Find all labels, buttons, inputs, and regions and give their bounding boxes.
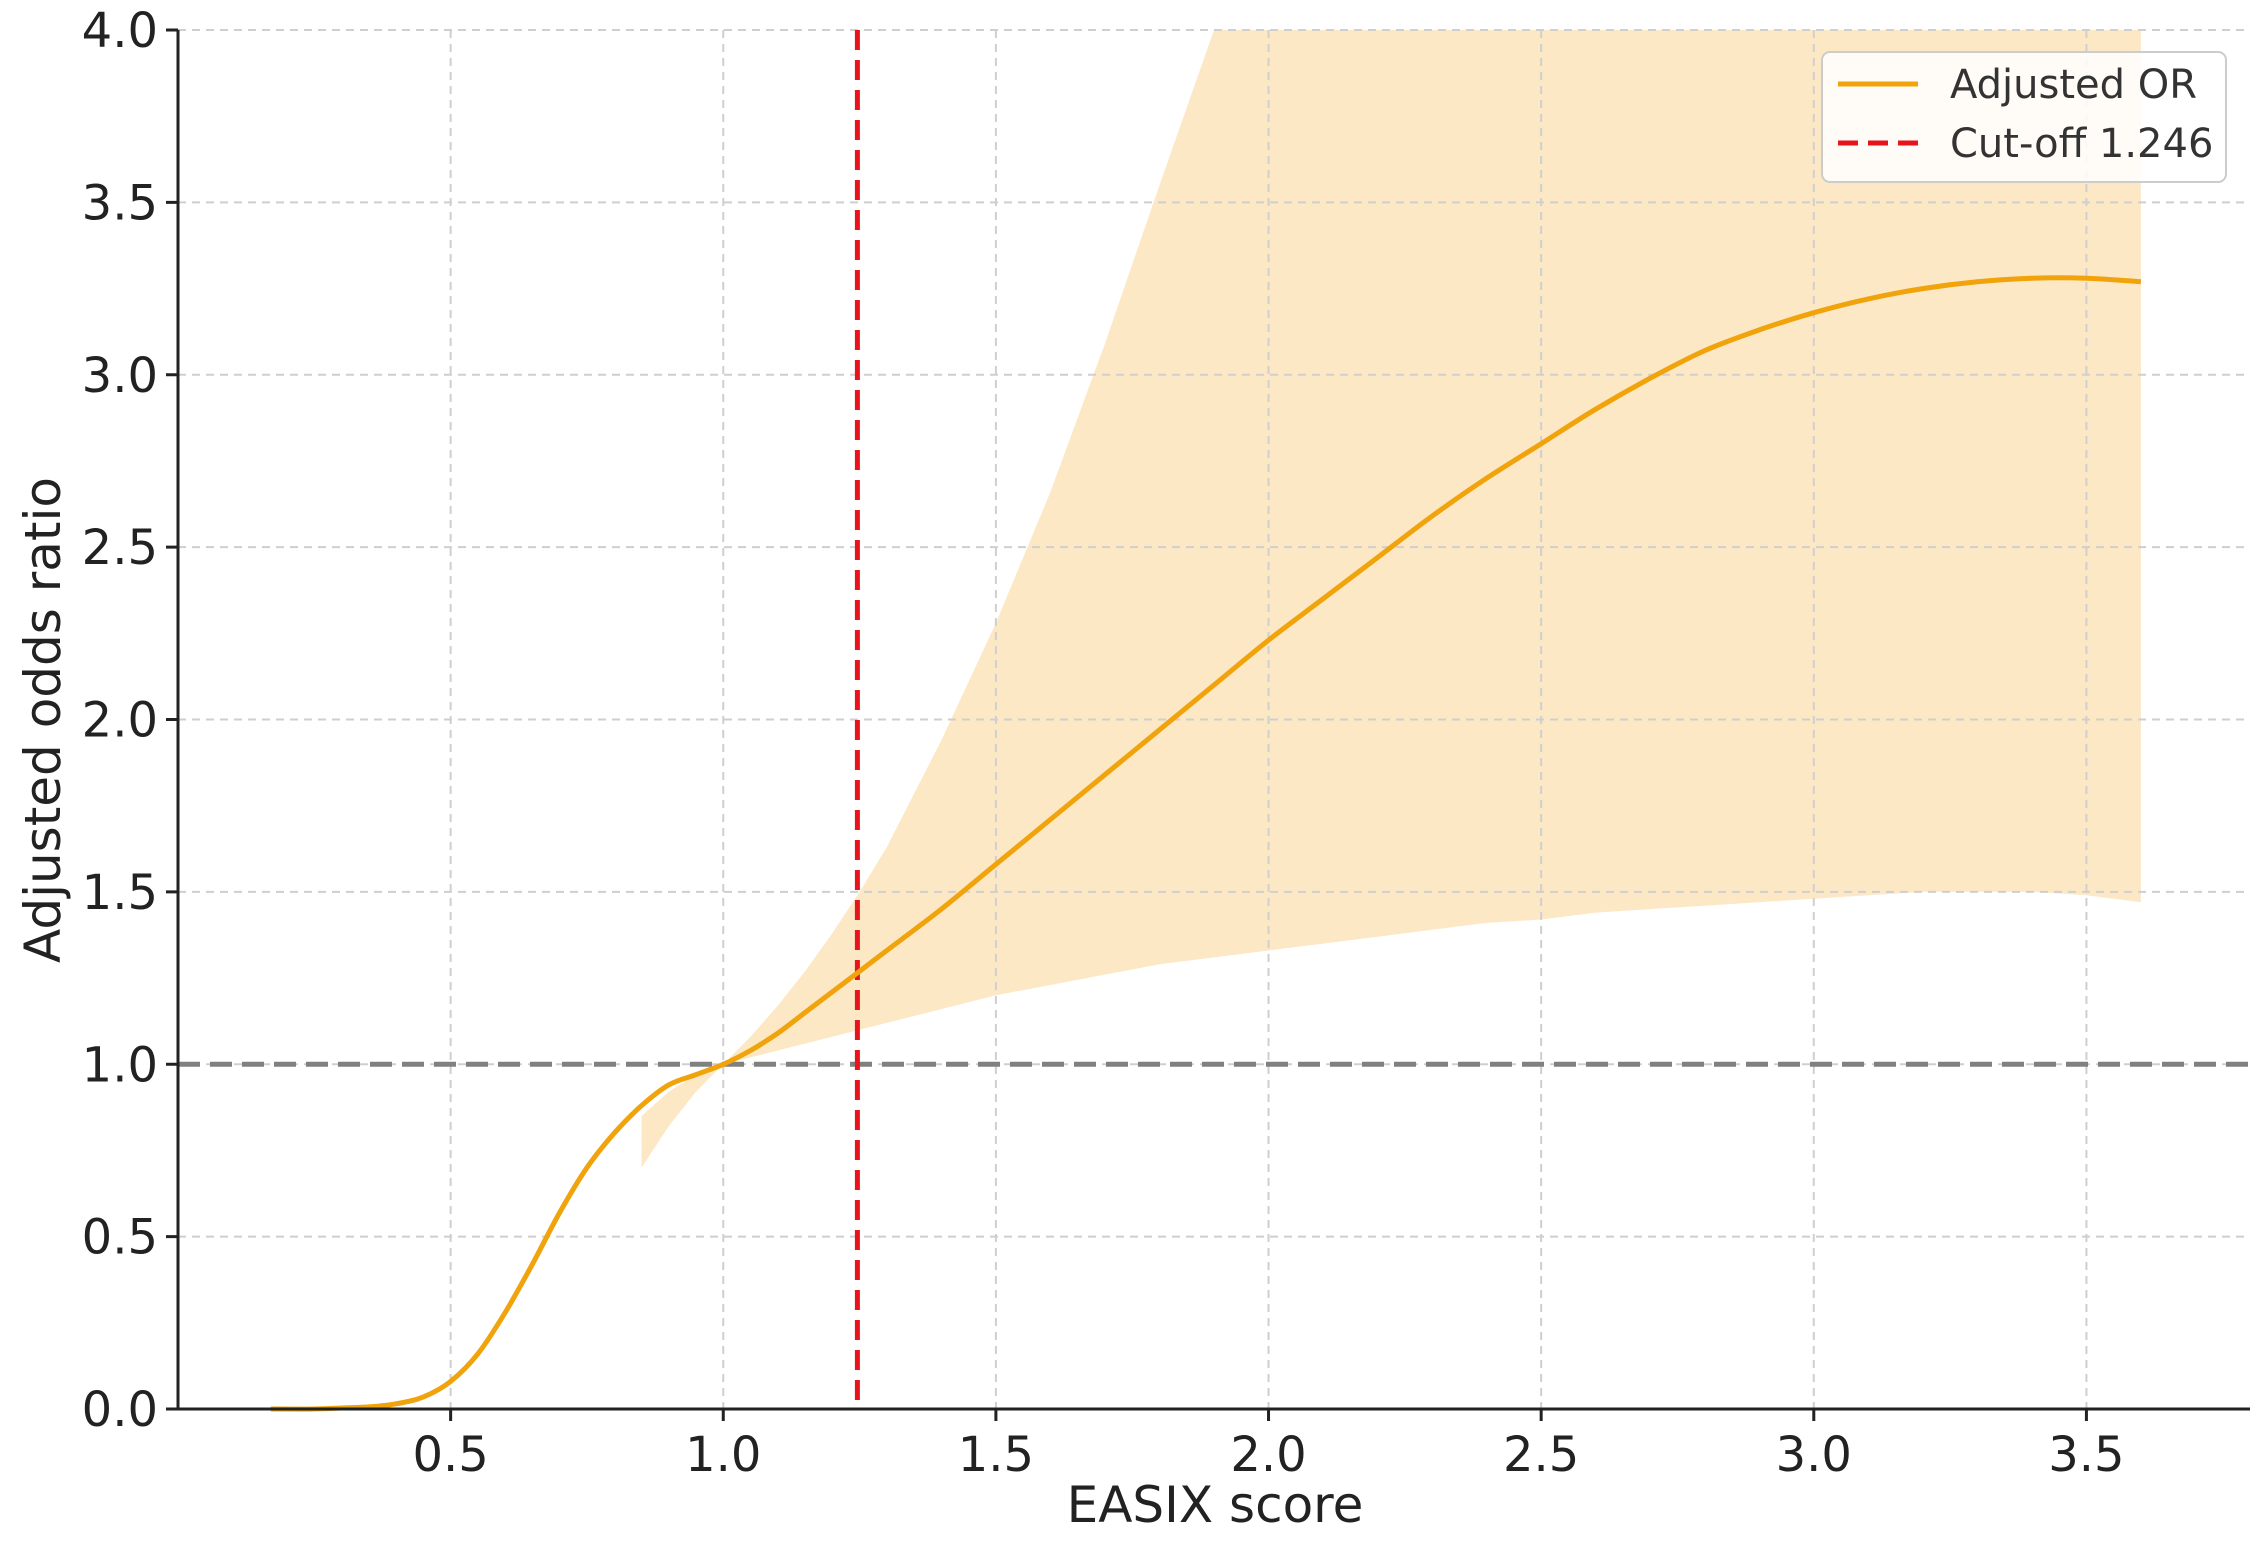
- ticks-layer: 0.5 1.0 1.5 2.0 2.5 3.0 3.5 0.0 0.5 1.0 1.5 2.0 2.5 3…: [82, 3, 2125, 1483]
- x-tick-label: 0.5: [412, 1427, 488, 1483]
- y-tick-label: 1.5: [82, 865, 158, 921]
- y-tick-label: 1.0: [82, 1037, 158, 1093]
- y-tick-label: 2.0: [82, 693, 158, 749]
- confidence-band-layer: [641, 30, 2141, 1168]
- legend-box: [1821, 51, 2227, 183]
- legend-label-cutoff: Cut-off 1.246: [1950, 121, 2213, 167]
- x-tick-label: 1.5: [958, 1427, 1034, 1483]
- confidence-band: [641, 30, 2141, 1168]
- reference-lines-layer: [178, 30, 2250, 1409]
- y-tick-label: 4.0: [82, 3, 158, 59]
- legend: Adjusted OR Cut-off 1.246: [1821, 51, 2227, 183]
- x-tick-label: 3.5: [2048, 1427, 2124, 1483]
- y-tick-label: 0.5: [82, 1210, 158, 1266]
- x-tick-label: 3.0: [1776, 1427, 1852, 1483]
- y-tick-label: 3.5: [82, 175, 158, 231]
- x-axis-title: EASIX score: [1067, 1476, 1364, 1534]
- y-tick-label: 2.5: [82, 520, 158, 576]
- y-tick-label: 0.0: [82, 1382, 158, 1438]
- x-tick-label: 2.0: [1230, 1427, 1306, 1483]
- x-tick-label: 2.5: [1503, 1427, 1579, 1483]
- y-tick-label: 3.0: [82, 348, 158, 404]
- legend-label-adjusted-or: Adjusted OR: [1950, 62, 2197, 108]
- x-tick-label: 1.0: [685, 1427, 761, 1483]
- series-layer: [270, 275, 2142, 1412]
- series-line-adjusted-or: [270, 275, 2142, 1412]
- y-axis-title: Adjusted odds ratio: [14, 477, 72, 963]
